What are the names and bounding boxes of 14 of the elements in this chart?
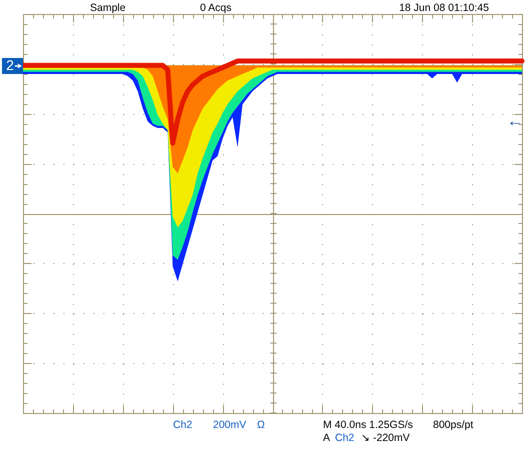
text: Ch2 [173,419,192,431]
text: 200mV [213,419,246,431]
text: 18 Jun 08 01:10:45 [399,2,490,14]
text: Ch2 [335,432,354,444]
text: A [323,432,330,444]
text: ↘ [361,432,370,444]
annotation: ← [507,113,523,130]
text: Sample [90,2,126,14]
text: -220mV [373,432,410,444]
text: 800ps/pt [433,419,474,431]
text: 0 Acqs [200,2,232,14]
text: 2 [6,57,14,73]
text: Ω [257,419,265,431]
text: M 40.0ns 1.25GS/s [323,419,413,431]
